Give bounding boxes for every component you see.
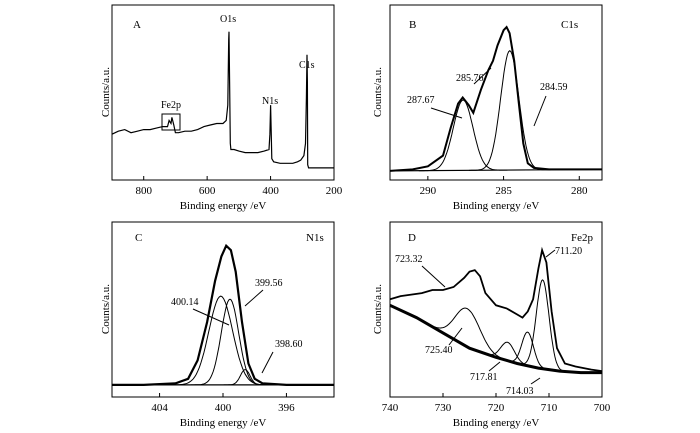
panel-d-peak-label-3: 725.40: [425, 345, 453, 356]
panel-a-xtick-label: 800: [135, 185, 152, 197]
panel-b-peak-label-1: 287.67: [407, 95, 435, 106]
panel-a-xtick-label: 600: [199, 185, 216, 197]
panel-a-xtick-label: 400: [262, 185, 279, 197]
panel-b-xlabel: Binding energy /eV: [453, 200, 540, 212]
panel-b-ylabel: Counts/a.u.: [372, 67, 384, 117]
panel-c-arrow-3: [261, 351, 274, 374]
panel-b: B C1s 290 285 280 287.67 285.76 284.59 Bin…: [372, 4, 603, 212]
panel-d-arrow-4: [488, 361, 501, 372]
panel-c-xtick-label: 396: [278, 402, 295, 414]
panel-d-fit-725: [412, 307, 523, 365]
panel-c-fit-400: [167, 295, 275, 386]
panel-a-survey-line: [111, 31, 334, 169]
panel-d-letter: D: [408, 232, 416, 244]
panel-b-arrow-2: [473, 67, 492, 85]
panel-c-xtick-label: 400: [215, 402, 232, 414]
panel-d-arrow-3: [448, 327, 463, 346]
panel-c-arrow-2: [244, 289, 264, 307]
panel-d-experimental-line: [389, 246, 603, 372]
panel-c-ylabel: Counts/a.u.: [100, 284, 112, 334]
panel-a-fe2p-label: Fe2p: [161, 100, 181, 111]
panel-b-peak-label-2: 285.76: [456, 73, 484, 84]
panel-d-arrow-1: [421, 265, 446, 288]
panel-c-title: N1s: [306, 232, 324, 244]
panel-a-n1s-label: N1s: [262, 96, 278, 107]
panel-d-xlabel: Binding energy /eV: [453, 417, 540, 429]
panel-d-xtick-label: 700: [594, 402, 611, 414]
panel-a: A 800 600 400 200 O1s C1s N1s Fe2p Binding …: [100, 4, 343, 212]
panel-b-arrow-1: [430, 107, 463, 119]
panel-a-c1s-label: C1s: [299, 60, 315, 71]
panel-b-xtick-label: 290: [420, 185, 437, 197]
panel-c-xticks: 404 400 396: [151, 393, 295, 414]
panel-d-peak-label-5: 714.03: [506, 386, 534, 397]
panel-b-arrow-3: [533, 95, 547, 127]
panel-c-peak-label-1: 400.14: [171, 297, 199, 308]
panel-b-title: C1s: [561, 19, 578, 31]
panel-b-frame: [389, 4, 603, 181]
panel-c-peak-label-3: 398.60: [275, 339, 303, 350]
panel-c-peak-label-2: 399.56: [255, 278, 283, 289]
panel-c-experimental-line: [112, 243, 334, 386]
panel-d-peak-label-4: 717.81: [470, 372, 498, 383]
panel-b-xtick-label: 280: [571, 185, 588, 197]
panel-a-xtick-label: 200: [326, 185, 343, 197]
panel-d-xtick-label: 740: [382, 402, 399, 414]
panel-d-ylabel: Counts/a.u.: [372, 284, 384, 334]
panel-b-xticks: 290 285 280: [420, 176, 588, 197]
panel-c-arrow-1: [192, 308, 230, 326]
panel-b-fit-284: [468, 50, 551, 171]
panel-a-letter: A: [133, 19, 141, 31]
panel-a-ylabel: Counts/a.u.: [100, 67, 112, 117]
panel-c-xtick-label: 404: [151, 402, 168, 414]
panel-d-xtick-label: 720: [488, 402, 505, 414]
panel-c-xlabel: Binding energy /eV: [180, 417, 267, 429]
panel-b-experimental-line: [389, 25, 602, 172]
panel-d-xtick-label: 710: [541, 402, 558, 414]
panel-d-background: [389, 303, 602, 375]
panel-b-letter: B: [409, 19, 416, 31]
panel-b-xtick-label: 285: [495, 185, 512, 197]
panel-a-o1s-label: O1s: [220, 14, 236, 25]
panel-d-arrow-5: [530, 377, 541, 385]
panel-d-peak-label-1: 723.32: [395, 254, 423, 265]
panel-c: C N1s 404 400 396 400.14 399.56 398.60 Bin…: [100, 221, 335, 429]
panel-c-frame: [111, 221, 335, 398]
panel-d-arrow-2: [545, 249, 556, 258]
panel-d-title: Fe2p: [571, 232, 594, 244]
panel-a-fe2p-box: [161, 113, 181, 131]
panel-d: D Fe2p 740 730 720 710 700 723.32 711.20 725…: [372, 221, 611, 429]
panel-d-xticks: 740 730 720 710 700: [382, 393, 611, 414]
panel-a-frame: [111, 4, 335, 181]
panel-b-peak-label-3: 284.59: [540, 82, 568, 93]
panel-d-peak-label-2: 711.20: [555, 246, 582, 257]
panel-d-xtick-label: 730: [435, 402, 452, 414]
panel-a-xticks: 800 600 400 200: [135, 176, 343, 197]
panel-b-fit-287: [418, 99, 508, 172]
panel-a-xlabel: Binding energy /eV: [180, 200, 267, 212]
panel-c-letter: C: [135, 232, 142, 244]
